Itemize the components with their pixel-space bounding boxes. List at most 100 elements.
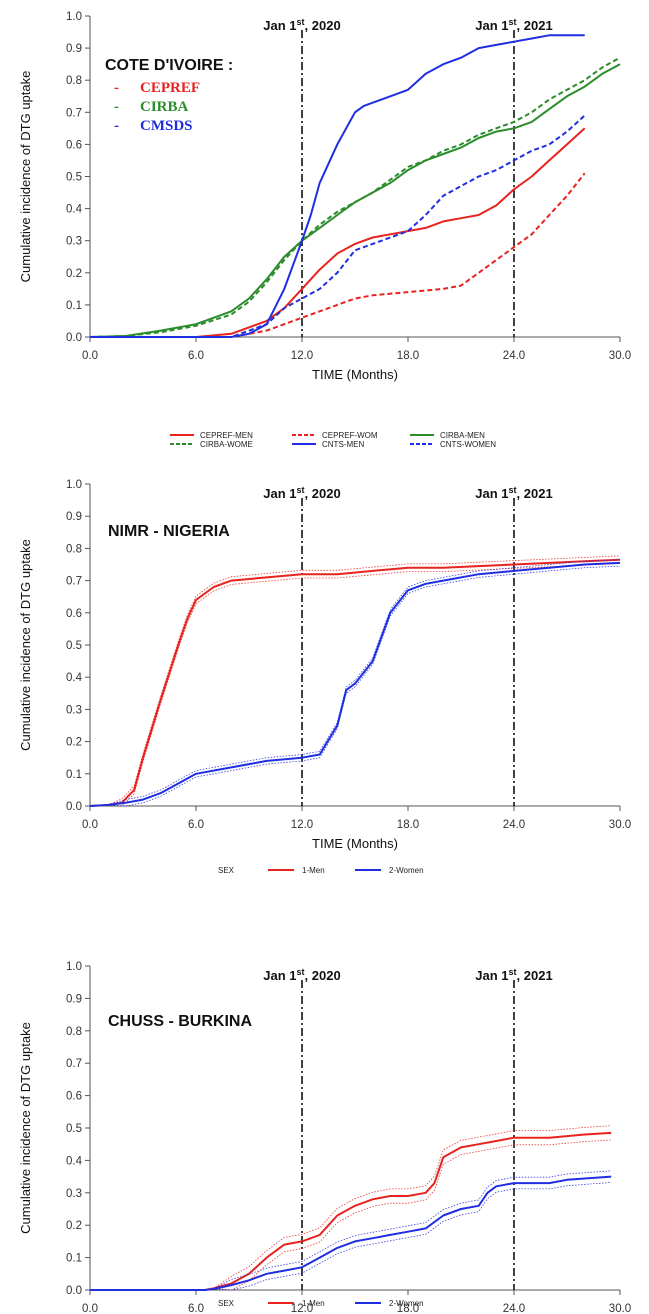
chart-panel-chuss-burkina: 0.0 0.1 0.2 0.3 0.4 0.5 0.6 0.7 0.8 0.9 1.0 0.0 6.0 1… — [18, 961, 631, 1314]
x-tick-label: 0.0 — [82, 1303, 98, 1314]
y-tick-label: 1.0 — [66, 961, 82, 973]
series-line-cepref-wom — [90, 172, 586, 338]
y-tick-label: 0.5 — [66, 640, 82, 652]
legend-label: 2-Women — [389, 866, 424, 875]
y-tick-label: 1.0 — [66, 11, 82, 23]
legend: SEX 1-Men 2-Women — [218, 866, 424, 875]
y-tick-label: 0.8 — [66, 543, 82, 555]
y-tick-label: 0.4 — [66, 1155, 83, 1167]
x-tick-label: 30.0 — [609, 1303, 631, 1314]
y-tick-label: 0.9 — [66, 43, 82, 55]
series-lower-band — [89, 565, 621, 807]
series-upper-band — [90, 1170, 612, 1291]
x-tick-label: 6.0 — [188, 819, 204, 831]
legend-label: 1-Men — [302, 1299, 325, 1308]
x-tick-label: 24.0 — [503, 350, 525, 362]
inline-legend-dash: - — [114, 118, 119, 134]
reference-line-label: Jan 1st, 2021 — [475, 967, 552, 983]
reference-line-label: Jan 1st, 2020 — [263, 485, 340, 501]
series-line-cirba-men — [89, 63, 621, 338]
x-tick-label: 6.0 — [188, 350, 204, 362]
panel-title: NIMR - NIGERIA — [108, 523, 230, 540]
x-tick-label: 18.0 — [397, 1303, 419, 1314]
y-tick-label: 0.4 — [66, 672, 83, 684]
x-axis-label: TIME (Months) — [312, 836, 398, 851]
series-upper-band — [90, 1125, 612, 1291]
legend-label: 1-Men — [302, 866, 325, 875]
reference-line-label: Jan 1st, 2020 — [263, 17, 340, 33]
series-line-cnts-men — [90, 34, 585, 338]
series-line-cnts-women — [90, 114, 586, 338]
series-lower-band — [90, 1182, 612, 1291]
reference-line-label: Jan 1st, 2021 — [475, 485, 552, 501]
y-tick-label: 0.8 — [66, 75, 82, 87]
y-tick-label: 0.5 — [66, 172, 82, 184]
y-tick-label: 0.2 — [66, 737, 82, 749]
series-line-1-men — [89, 558, 621, 807]
legend-label: 2-Women — [389, 1299, 424, 1308]
x-tick-label: 24.0 — [503, 1303, 525, 1314]
reference-line-label: Jan 1st, 2021 — [475, 17, 552, 33]
chart-panel-cote-divoire: 0.0 0.1 0.2 0.3 0.4 0.5 0.6 0.7 0.8 0.9 1.0 0.0 6.0 1… — [18, 11, 631, 449]
reference-line-label: Jan 1st, 2020 — [263, 967, 340, 983]
x-tick-label: 12.0 — [291, 1303, 313, 1314]
series-line-cepref-men — [90, 127, 586, 338]
legend: CEPREF-MEN CEPREF-WOM CIRBA-MEN CIRBA-WOME C… — [170, 431, 496, 449]
y-tick-label: 0.1 — [66, 300, 82, 312]
series-line-1-men — [90, 1131, 612, 1291]
y-tick-label: 0.0 — [66, 801, 82, 813]
y-tick-label: 0.4 — [66, 204, 83, 216]
y-tick-label: 0.3 — [66, 236, 82, 248]
legend-label: CNTS-WOMEN — [440, 440, 496, 449]
x-tick-label: 6.0 — [188, 1303, 204, 1314]
legend-label: CIRBA-MEN — [440, 431, 485, 440]
series-line-2-women — [90, 1175, 612, 1291]
inline-legend-label: CIRBA — [140, 99, 189, 115]
legend-label: CEPREF-WOM — [322, 431, 378, 440]
legend: SEX 1-Men 2-Women — [218, 1299, 424, 1308]
y-tick-label: 0.0 — [66, 332, 82, 344]
x-tick-label: 12.0 — [291, 350, 313, 362]
y-tick-label: 0.2 — [66, 1220, 82, 1232]
legend-title: SEX — [218, 866, 235, 875]
y-tick-label: 0.6 — [66, 1091, 82, 1103]
series-lower-band — [90, 1139, 612, 1291]
panel-title: COTE D'IVOIRE : — [105, 57, 233, 74]
y-tick-label: 0.7 — [66, 576, 82, 588]
legend-label: CNTS-MEN — [322, 440, 364, 449]
y-tick-label: 0.1 — [66, 1253, 82, 1265]
y-tick-label: 0.5 — [66, 1123, 82, 1135]
series-line-cirba-wome — [89, 56, 621, 338]
x-tick-label: 0.0 — [82, 819, 98, 831]
series-upper-band — [89, 559, 621, 807]
x-tick-label: 30.0 — [609, 350, 631, 362]
x-tick-label: 18.0 — [397, 350, 419, 362]
x-tick-label: 0.0 — [82, 350, 98, 362]
y-tick-label: 0.0 — [66, 1285, 82, 1297]
y-axis-label: Cumulative incidence of DTG uptake — [18, 71, 33, 283]
y-tick-label: 0.8 — [66, 1026, 82, 1038]
panel-title: CHUSS - BURKINA — [108, 1013, 252, 1030]
x-tick-label: 30.0 — [609, 819, 631, 831]
legend-label: CEPREF-MEN — [200, 431, 253, 440]
y-tick-label: 0.6 — [66, 608, 82, 620]
legend-label: CIRBA-WOME — [200, 440, 253, 449]
series-upper-band — [89, 555, 621, 807]
y-tick-label: 0.7 — [66, 1058, 82, 1070]
x-axis-label: TIME (Months) — [312, 367, 398, 382]
series-line-2-women — [89, 561, 621, 807]
x-tick-label: 18.0 — [397, 819, 419, 831]
y-tick-label: 0.3 — [66, 704, 82, 716]
y-tick-label: 0.1 — [66, 769, 82, 781]
y-tick-label: 1.0 — [66, 479, 82, 491]
y-tick-label: 0.2 — [66, 268, 82, 280]
y-tick-label: 0.9 — [66, 511, 82, 523]
inline-legend-dash: - — [114, 80, 119, 96]
inline-legend-dash: - — [114, 99, 119, 115]
y-tick-label: 0.9 — [66, 993, 82, 1005]
x-tick-label: 12.0 — [291, 819, 313, 831]
y-axis-label: Cumulative incidence of DTG uptake — [18, 539, 33, 751]
inline-legend-label: CMSDS — [140, 118, 193, 134]
chart-panel-nimr-nigeria: 0.0 0.1 0.2 0.3 0.4 0.5 0.6 0.7 0.8 0.9 1.0 0.0 6.0 1… — [18, 479, 631, 875]
